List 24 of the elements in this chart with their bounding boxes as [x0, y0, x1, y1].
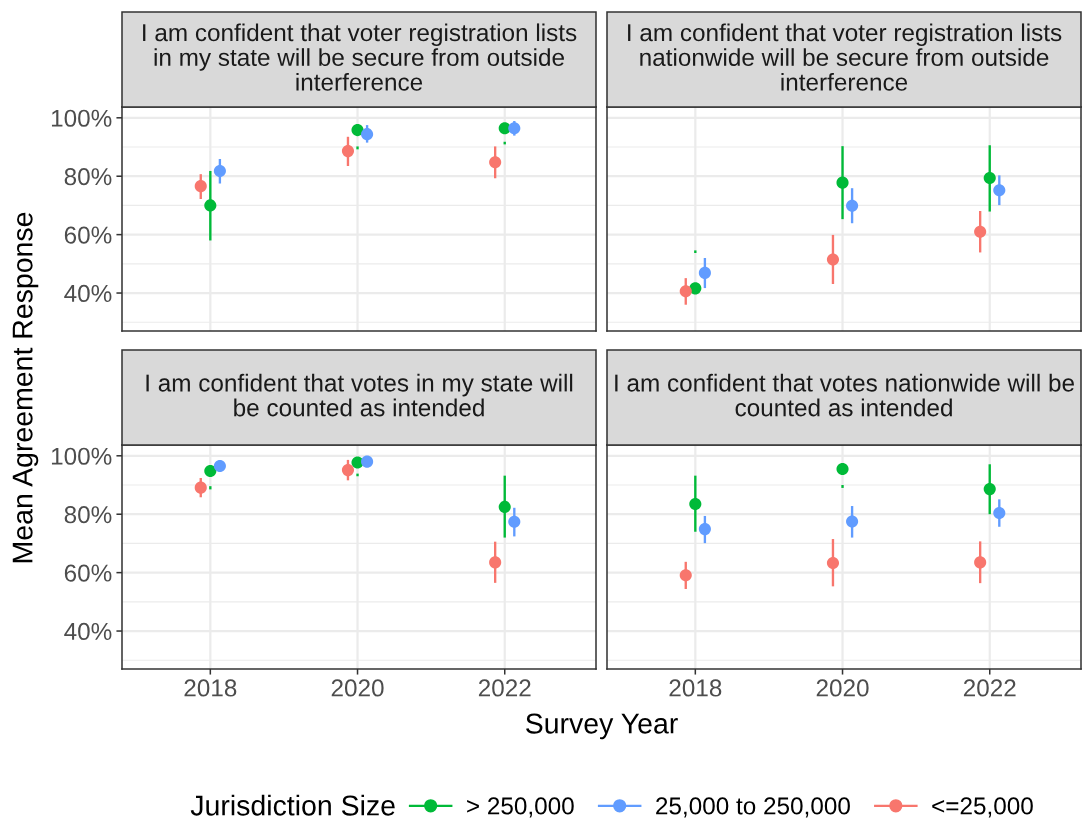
x-tick-label: 2022 [478, 679, 531, 697]
legend-label: 25,000 to 250,000 [656, 797, 850, 818]
chart-title: I am confident that votes in my state will be counted as intended [146, 373, 573, 417]
legend-label: > 250,000 [467, 797, 574, 818]
chart-title: I am confident that voter registration lists nationwide will be secure from outside interference [628, 23, 1062, 91]
x-tick-label: 2018 [669, 679, 722, 697]
legend-label: <=25,000 [932, 797, 1033, 818]
y-tick-label: 40% [64, 284, 112, 303]
y-tick-label: 60% [64, 564, 112, 582]
x-tick-label: 2018 [184, 679, 237, 697]
y-axis-title: Mean Agreement Response [12, 212, 39, 563]
chart-title: I am confident that votes nationwide will be counted as intended [615, 373, 1074, 417]
x-tick-label: 2020 [331, 679, 384, 697]
x-tick-label: 2022 [963, 679, 1016, 697]
y-tick-label: 80% [64, 506, 112, 524]
chart-title: I am confident that voter registration lists in my state will be secure from outside interference [143, 23, 577, 91]
y-tick-label: 40% [64, 622, 112, 641]
y-tick-label: 80% [64, 168, 112, 186]
y-tick-label: 100% [51, 447, 112, 465]
y-tick-label: 60% [64, 226, 112, 244]
y-tick-label: 100% [51, 109, 112, 127]
legend-title: Jurisdiction Size [190, 794, 395, 816]
x-axis-title: Survey Year [526, 713, 678, 740]
x-tick-label: 2020 [816, 679, 869, 697]
